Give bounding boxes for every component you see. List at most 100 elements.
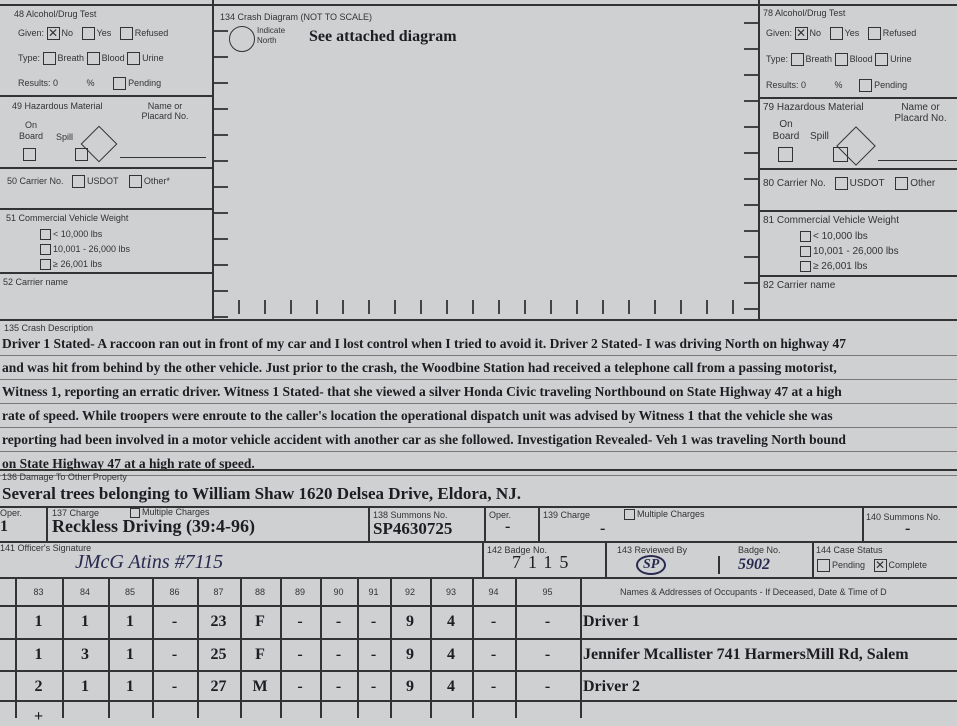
weight-3-checkbox[interactable] — [800, 260, 811, 272]
scale-tick — [744, 308, 758, 310]
pending-checkbox[interactable] — [113, 77, 127, 90]
carrier-no-row: 50 Carrier No. USDOT Other* — [7, 175, 170, 188]
spill-checkbox[interactable] — [75, 148, 89, 162]
occupant-name: Driver 1 — [583, 613, 641, 630]
table-cell: 27 — [210, 678, 227, 695]
spill-label: Spill — [810, 131, 829, 142]
column-header: 86 — [169, 587, 180, 597]
results-row: Results: 0 % Pending — [766, 79, 907, 92]
breath-label: Breath — [805, 53, 833, 64]
weight-title: 51 Commercial Vehicle Weight — [6, 213, 129, 223]
scale-tick — [744, 282, 758, 284]
scale-tick — [214, 264, 228, 266]
urine-label: Urine — [142, 52, 164, 63]
scale-tick — [472, 300, 474, 314]
given-refused-checkbox[interactable] — [867, 27, 881, 40]
damage-label: 136 Damage To Other Property — [2, 472, 127, 482]
table-cell: - — [370, 646, 377, 663]
blood-checkbox[interactable] — [86, 52, 100, 65]
urine-checkbox[interactable] — [875, 53, 889, 66]
usdot-checkbox[interactable] — [834, 177, 848, 190]
table-cell: - — [370, 613, 377, 630]
usdot-checkbox[interactable] — [72, 175, 86, 188]
on-board-checkbox[interactable] — [23, 148, 36, 162]
weight-1-label: < 10,000 lbs — [53, 229, 103, 239]
summons2-value: - — [905, 520, 911, 537]
refused-label: Refused — [882, 27, 917, 38]
given-no-checkbox[interactable]: ✕ — [46, 26, 60, 40]
table-cell: - — [171, 678, 178, 695]
weight-1-checkbox[interactable] — [800, 230, 811, 242]
scale-tick — [744, 204, 758, 206]
pending-label: Pending — [128, 77, 162, 88]
table-cell: - — [335, 678, 342, 695]
table-cell: 1 — [81, 678, 89, 695]
table-cell: 3 — [81, 646, 89, 663]
table-cell: - — [171, 613, 178, 630]
spill-checkbox[interactable] — [833, 147, 849, 163]
summons-value: SP4630725 — [373, 519, 453, 538]
table-cell: F — [255, 646, 265, 663]
alcohol-test-title: 48 Alcohol/Drug Test — [14, 9, 97, 19]
badge2-label: Badge No. — [738, 545, 781, 555]
occupant-name: Jennifer Mcallister 741 HarmersMill Rd, … — [583, 646, 909, 663]
pending-status-label: Pending — [832, 559, 866, 570]
carrier-no-row: 80 Carrier No. USDOT Other — [763, 177, 935, 190]
column-header: 90 — [333, 587, 344, 597]
given-yes-checkbox[interactable] — [81, 27, 95, 40]
left-vehicle-panel: 48 Alcohol/Drug Test Given: ✕ No Yes Refu… — [0, 0, 212, 320]
multiple-charges2-checkbox[interactable] — [624, 509, 635, 521]
weight-2-label: 10,001 - 26,000 lbs — [813, 246, 899, 257]
type-label: Type: — [766, 53, 789, 64]
table-cell: 1 — [34, 613, 43, 630]
table-cell: 4 — [447, 613, 455, 630]
no-label: No — [61, 27, 74, 38]
weight-3-label: ≥ 26,001 lbs — [53, 259, 102, 269]
scale-tick — [744, 178, 758, 180]
oper-label: Oper. — [0, 508, 23, 518]
multiple-charges-checkbox[interactable] — [130, 507, 140, 518]
given-yes-checkbox[interactable] — [829, 27, 843, 40]
hazmat-title: 49 Hazardous Material — [12, 101, 103, 111]
weight-1-checkbox[interactable] — [40, 229, 51, 241]
weight-2-checkbox[interactable] — [800, 245, 811, 257]
north-circle-icon — [229, 26, 255, 52]
pending-status-checkbox[interactable] — [817, 559, 830, 572]
column-header: 84 — [79, 587, 90, 597]
other-label: Other* — [143, 175, 170, 186]
column-header: 83 — [33, 587, 44, 597]
scale-tick — [214, 160, 228, 162]
breath-checkbox[interactable] — [790, 53, 804, 66]
weight-3-label: ≥ 26,001 lbs — [813, 261, 868, 272]
scale-tick — [342, 300, 344, 314]
pending-checkbox[interactable] — [859, 79, 873, 92]
blood-checkbox[interactable] — [834, 53, 848, 66]
on-board-label: On Board — [772, 119, 800, 142]
scale-tick — [214, 134, 228, 136]
given-label: Given: — [766, 27, 793, 38]
other-checkbox[interactable] — [128, 175, 142, 188]
other-checkbox[interactable] — [895, 177, 909, 190]
north-label: Indicate North — [257, 26, 286, 45]
badge-label: 142 Badge No. — [487, 545, 548, 555]
scale-tick — [744, 152, 758, 154]
pending-label: Pending — [874, 79, 908, 90]
on-board-checkbox[interactable] — [778, 147, 793, 163]
description-line: Witness 1, reporting an erratic driver. … — [2, 384, 842, 399]
given-refused-checkbox[interactable] — [119, 27, 133, 40]
given-no-checkbox[interactable]: ✕ — [794, 26, 808, 40]
scale-tick — [316, 300, 318, 314]
type-row: Type: Breath Blood Urine — [766, 53, 912, 66]
complete-status-checkbox[interactable]: ✕ — [873, 558, 887, 572]
column-header: 91 — [368, 587, 379, 597]
placard-label: Name or Placard No. — [141, 101, 189, 121]
scale-tick — [394, 300, 396, 314]
urine-checkbox[interactable] — [127, 52, 141, 65]
weight-3-checkbox[interactable] — [40, 259, 51, 271]
weight-2-checkbox[interactable] — [40, 244, 51, 256]
breath-checkbox[interactable] — [42, 52, 56, 65]
scale-tick — [732, 300, 734, 314]
table-cell: 4 — [447, 678, 455, 695]
urine-label: Urine — [890, 53, 912, 64]
column-header: 94 — [488, 587, 499, 597]
